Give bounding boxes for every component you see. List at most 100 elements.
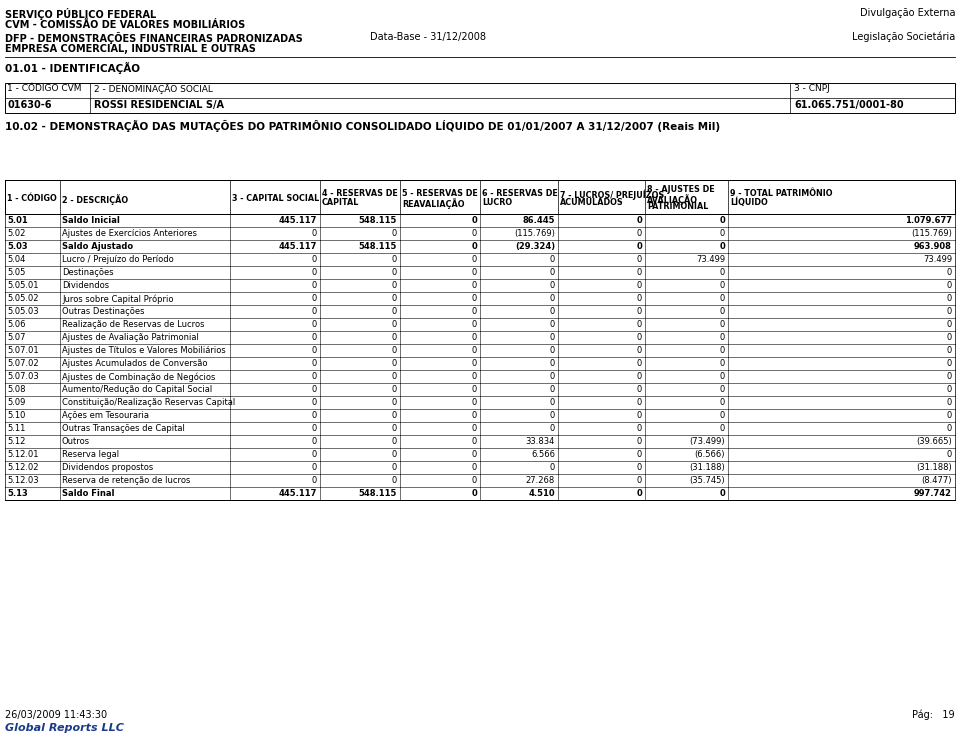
Text: 5.05.03: 5.05.03 — [7, 307, 38, 316]
Text: ACUMULADOS: ACUMULADOS — [560, 198, 624, 207]
Text: 0: 0 — [471, 307, 477, 316]
Text: 5.07: 5.07 — [7, 333, 26, 342]
Text: 33.834: 33.834 — [526, 437, 555, 446]
Text: 548.115: 548.115 — [359, 489, 397, 498]
Text: 0: 0 — [392, 476, 397, 485]
Text: CAPITAL: CAPITAL — [322, 198, 359, 207]
Text: LUCRO: LUCRO — [482, 198, 512, 207]
Text: 0: 0 — [636, 424, 642, 433]
Text: 6 - RESERVAS DE: 6 - RESERVAS DE — [482, 189, 558, 199]
Text: 5.06: 5.06 — [7, 320, 26, 329]
Text: (39.665): (39.665) — [916, 437, 952, 446]
Bar — [5, 448, 955, 461]
Text: 86.445: 86.445 — [522, 216, 555, 225]
Text: (6.566): (6.566) — [694, 450, 725, 459]
Text: 0: 0 — [471, 229, 477, 238]
Text: 0: 0 — [312, 307, 317, 316]
Text: Reserva de retenção de lucros: Reserva de retenção de lucros — [62, 476, 190, 485]
Text: 0: 0 — [392, 294, 397, 303]
Text: Aumento/Redução do Capital Social: Aumento/Redução do Capital Social — [62, 385, 212, 394]
Text: 5.05: 5.05 — [7, 268, 25, 277]
Text: 5.03: 5.03 — [7, 242, 28, 251]
Text: 0: 0 — [720, 294, 725, 303]
Text: 5.12.02: 5.12.02 — [7, 463, 38, 472]
Text: 0: 0 — [550, 346, 555, 355]
Text: Ajustes de Avaliação Patrimonial: Ajustes de Avaliação Patrimonial — [62, 333, 199, 342]
Text: 0: 0 — [636, 476, 642, 485]
Text: 5.02: 5.02 — [7, 229, 25, 238]
Text: Constituição/Realização Reservas Capital: Constituição/Realização Reservas Capital — [62, 398, 235, 407]
Text: 0: 0 — [720, 385, 725, 394]
Text: 0: 0 — [392, 255, 397, 264]
Text: Data-Base - 31/12/2008: Data-Base - 31/12/2008 — [370, 32, 486, 42]
Text: EMPRESA COMERCIAL, INDUSTRIAL E OUTRAS: EMPRESA COMERCIAL, INDUSTRIAL E OUTRAS — [5, 44, 256, 54]
Text: (115.769): (115.769) — [911, 229, 952, 238]
Bar — [5, 253, 955, 266]
Text: Lucro / Prejuízo do Período: Lucro / Prejuízo do Período — [62, 255, 174, 264]
Text: 5.12.03: 5.12.03 — [7, 476, 38, 485]
Text: 0: 0 — [947, 333, 952, 342]
Text: 0: 0 — [550, 333, 555, 342]
Text: Outras Destinações: Outras Destinações — [62, 307, 145, 316]
Text: 0: 0 — [312, 385, 317, 394]
Text: 1.079.677: 1.079.677 — [905, 216, 952, 225]
Text: 5.07.03: 5.07.03 — [7, 372, 38, 381]
Text: 0: 0 — [947, 320, 952, 329]
Text: 0: 0 — [947, 268, 952, 277]
Text: 0: 0 — [392, 463, 397, 472]
Bar — [5, 487, 955, 500]
Bar — [5, 435, 955, 448]
Text: 0: 0 — [720, 411, 725, 420]
Text: 0: 0 — [392, 437, 397, 446]
Text: 0: 0 — [550, 255, 555, 264]
Text: 0: 0 — [312, 229, 317, 238]
Text: 0: 0 — [636, 398, 642, 407]
Bar — [5, 396, 955, 409]
Text: 0: 0 — [392, 385, 397, 394]
Text: 0: 0 — [947, 411, 952, 420]
Text: 0: 0 — [947, 294, 952, 303]
Text: 9 - TOTAL PATRIMÔNIO: 9 - TOTAL PATRIMÔNIO — [730, 189, 832, 199]
Text: 0: 0 — [550, 463, 555, 472]
Text: 5.08: 5.08 — [7, 385, 26, 394]
Text: (31.188): (31.188) — [689, 463, 725, 472]
Text: 0: 0 — [471, 463, 477, 472]
Text: Saldo Inicial: Saldo Inicial — [62, 216, 120, 225]
Text: 5.12: 5.12 — [7, 437, 25, 446]
Text: 0: 0 — [947, 346, 952, 355]
Text: Dividendos propostos: Dividendos propostos — [62, 463, 154, 472]
Text: 0: 0 — [636, 463, 642, 472]
Text: 0: 0 — [636, 385, 642, 394]
Text: 3 - CNPJ: 3 - CNPJ — [794, 84, 829, 93]
Text: 0: 0 — [550, 411, 555, 420]
Text: 0: 0 — [719, 216, 725, 225]
Text: Ajustes de Títulos e Valores Mobiliários: Ajustes de Títulos e Valores Mobiliários — [62, 346, 226, 355]
Text: 1 - CÓDIGO: 1 - CÓDIGO — [7, 194, 57, 202]
Text: Ajustes Acumulados de Conversão: Ajustes Acumulados de Conversão — [62, 359, 207, 368]
Text: 0: 0 — [636, 294, 642, 303]
Text: 7 - LUCROS/ PREJUÍZOS: 7 - LUCROS/ PREJUÍZOS — [560, 189, 664, 200]
Text: 0: 0 — [471, 398, 477, 407]
Text: 0: 0 — [312, 281, 317, 290]
Bar — [5, 318, 955, 331]
Text: 0: 0 — [392, 333, 397, 342]
Text: 8 - AJUSTES DE: 8 - AJUSTES DE — [647, 185, 714, 194]
Text: 5 - RESERVAS DE: 5 - RESERVAS DE — [402, 189, 478, 199]
Text: 0: 0 — [471, 372, 477, 381]
Text: Pág:   19: Pág: 19 — [912, 710, 955, 721]
Text: REAVALIAÇÃO: REAVALIAÇÃO — [402, 198, 465, 209]
Text: 0: 0 — [471, 333, 477, 342]
Text: 0: 0 — [636, 333, 642, 342]
Text: 548.115: 548.115 — [359, 242, 397, 251]
Text: 548.115: 548.115 — [359, 216, 397, 225]
Text: 0: 0 — [312, 437, 317, 446]
Bar — [5, 266, 955, 279]
Bar — [5, 292, 955, 305]
Text: 5.10: 5.10 — [7, 411, 25, 420]
Text: 0: 0 — [312, 255, 317, 264]
Bar — [5, 409, 955, 422]
Text: 61.065.751/0001-80: 61.065.751/0001-80 — [794, 100, 903, 110]
Text: 0: 0 — [636, 411, 642, 420]
Text: 0: 0 — [392, 346, 397, 355]
Text: 4.510: 4.510 — [528, 489, 555, 498]
